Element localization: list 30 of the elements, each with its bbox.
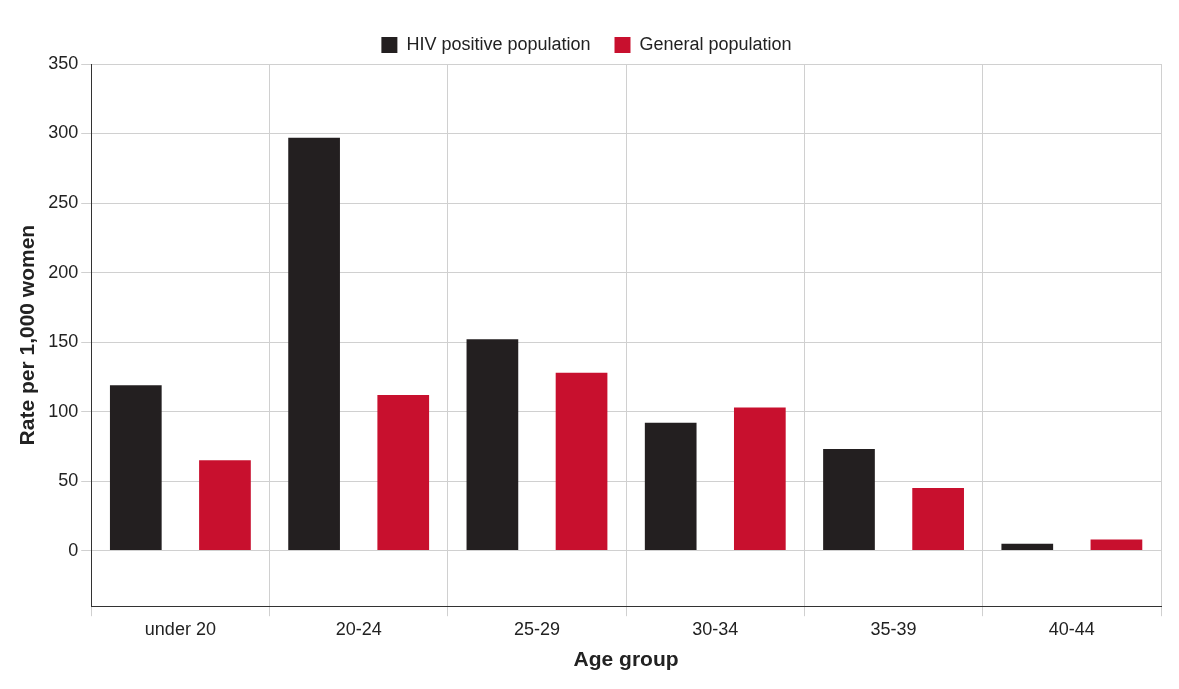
legend-label: General population xyxy=(639,33,792,54)
x-axis-title: Age group xyxy=(573,647,679,671)
y-tick-label: 300 xyxy=(48,122,79,143)
x-tick-label: 25-29 xyxy=(513,618,560,639)
y-axis-title: Rate per 1,000 women xyxy=(15,224,39,446)
bar xyxy=(466,339,519,551)
bar xyxy=(823,449,875,551)
y-tick-label: 100 xyxy=(48,400,79,421)
bar xyxy=(555,372,608,551)
x-tick-label: 30-34 xyxy=(692,618,739,639)
bar xyxy=(377,394,430,551)
bar xyxy=(199,460,251,551)
y-tick-label: 250 xyxy=(48,191,79,212)
x-tick-label: 20-24 xyxy=(335,618,382,639)
bar xyxy=(288,137,340,551)
y-tick-label: 0 xyxy=(68,539,79,560)
bar xyxy=(1090,539,1143,551)
bar xyxy=(733,407,786,551)
y-tick-label: 150 xyxy=(48,331,79,352)
y-tick-label: 50 xyxy=(58,470,79,491)
x-tick-label: 40-44 xyxy=(1048,618,1095,639)
x-tick-label: 35-39 xyxy=(870,618,917,639)
y-tick-label: 200 xyxy=(48,261,79,282)
bar xyxy=(912,488,964,551)
bar xyxy=(644,422,697,551)
legend-label: HIV positive population xyxy=(406,33,591,54)
x-tick-label: under 20 xyxy=(144,618,216,639)
y-tick-label: 350 xyxy=(48,52,79,73)
bar xyxy=(109,385,162,551)
bar xyxy=(1001,543,1054,551)
